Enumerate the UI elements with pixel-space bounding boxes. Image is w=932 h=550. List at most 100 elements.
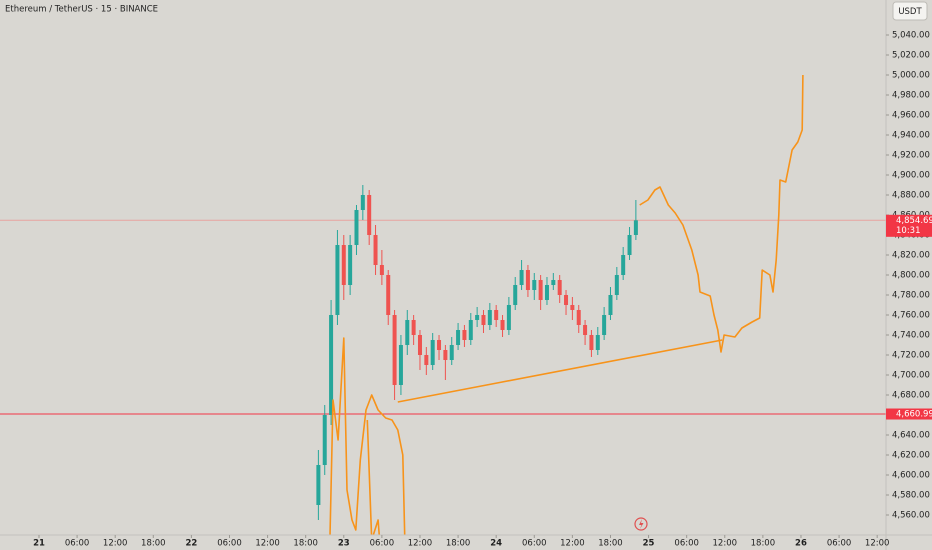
x-tick-label: 06:00 bbox=[827, 539, 852, 549]
x-tick-label: 18:00 bbox=[446, 539, 471, 549]
y-tick-label: 4,960.00 bbox=[892, 111, 930, 121]
x-tick-label: 18:00 bbox=[751, 539, 776, 549]
y-tick-label: 4,760.00 bbox=[892, 311, 930, 321]
x-tick-label: 12:00 bbox=[560, 539, 585, 549]
candle-body bbox=[430, 340, 435, 365]
y-tick-label: 4,820.00 bbox=[892, 251, 930, 261]
candle-body bbox=[544, 285, 549, 300]
drawing-line bbox=[366, 419, 381, 535]
candle-body bbox=[379, 265, 384, 275]
candle-body bbox=[437, 340, 442, 350]
y-tick-label: 5,000.00 bbox=[892, 71, 930, 81]
x-tick-label: 23 bbox=[338, 539, 350, 549]
x-tick-label: 18:00 bbox=[293, 539, 318, 549]
x-tick-label: 12:00 bbox=[865, 539, 890, 549]
y-tick-label: 4,880.00 bbox=[892, 191, 930, 201]
x-tick-label: 21 bbox=[33, 539, 45, 549]
candle-body bbox=[398, 345, 403, 385]
candle-body bbox=[341, 245, 346, 285]
candle-body bbox=[602, 315, 607, 335]
candle-body bbox=[367, 195, 372, 235]
candle-body bbox=[487, 310, 492, 325]
currency-label[interactable]: USDT bbox=[898, 7, 922, 17]
candle-body bbox=[525, 270, 530, 290]
x-tick-label: 18:00 bbox=[141, 539, 166, 549]
y-tick-label: 4,560.00 bbox=[892, 511, 930, 521]
y-tick-label: 4,600.00 bbox=[892, 471, 930, 481]
candle-body bbox=[633, 220, 638, 235]
candle-body bbox=[348, 245, 353, 285]
candle-body bbox=[519, 270, 524, 285]
y-tick-label: 4,980.00 bbox=[892, 91, 930, 101]
candle-body bbox=[500, 320, 505, 330]
x-tick-label: 12:00 bbox=[255, 539, 280, 549]
y-tick-label: 4,940.00 bbox=[892, 131, 930, 141]
candle-body bbox=[468, 320, 473, 340]
candle-body bbox=[405, 320, 410, 345]
x-tick-label: 06:00 bbox=[370, 539, 395, 549]
candle-body bbox=[354, 210, 359, 245]
price-label: 4,660.99 bbox=[896, 410, 932, 420]
flash-circle[interactable] bbox=[634, 517, 648, 531]
candle-body bbox=[449, 345, 454, 360]
currency-button[interactable] bbox=[892, 1, 928, 21]
candle-body bbox=[475, 315, 480, 320]
symbol-title: Ethereum / TetherUS · 15 · BINANCE bbox=[5, 5, 158, 15]
candle-body bbox=[576, 310, 581, 325]
y-tick-label: 4,800.00 bbox=[892, 271, 930, 281]
countdown-label: 10:31 bbox=[896, 226, 921, 236]
candle-body bbox=[557, 280, 562, 295]
candle-body bbox=[360, 195, 365, 210]
drawing-line bbox=[639, 74, 804, 353]
candle-body bbox=[564, 295, 569, 305]
candle-body bbox=[392, 315, 397, 385]
y-tick-label: 4,680.00 bbox=[892, 391, 930, 401]
candle-body bbox=[506, 305, 511, 330]
candle-body bbox=[386, 275, 391, 315]
flash-icon[interactable] bbox=[634, 517, 648, 531]
candle-body bbox=[614, 275, 619, 295]
candle-body bbox=[589, 335, 594, 350]
candle-body bbox=[513, 285, 518, 305]
y-tick-label: 5,040.00 bbox=[892, 31, 930, 41]
candle-body bbox=[595, 335, 600, 350]
price-label: 4,854.69 bbox=[896, 216, 932, 226]
y-tick-label: 4,720.00 bbox=[892, 351, 930, 361]
candle-body bbox=[462, 330, 467, 340]
candle-body bbox=[329, 315, 334, 415]
candle-body bbox=[335, 245, 340, 315]
x-tick-label: 12:00 bbox=[103, 539, 128, 549]
x-tick-label: 25 bbox=[643, 539, 655, 549]
candle-body bbox=[443, 350, 448, 360]
candle-body bbox=[424, 355, 429, 365]
candle-body bbox=[627, 235, 632, 255]
x-tick-label: 18:00 bbox=[598, 539, 623, 549]
plot-area bbox=[0, 74, 886, 535]
x-tick-label: 06:00 bbox=[217, 539, 242, 549]
y-tick-label: 5,020.00 bbox=[892, 51, 930, 61]
y-tick-label: 4,580.00 bbox=[892, 491, 930, 501]
candle-body bbox=[538, 280, 543, 300]
x-tick-label: 22 bbox=[185, 539, 197, 549]
candle-body bbox=[494, 310, 499, 320]
candle-body bbox=[417, 335, 422, 355]
price-label-box bbox=[886, 408, 932, 420]
candle-body bbox=[373, 235, 378, 265]
y-tick-label: 4,740.00 bbox=[892, 331, 930, 341]
y-tick-label: 4,620.00 bbox=[892, 451, 930, 461]
candle-body bbox=[551, 280, 556, 285]
drawing-line bbox=[397, 339, 723, 403]
candle-body bbox=[322, 415, 327, 465]
price-label-box bbox=[886, 214, 932, 237]
flash-bolt[interactable] bbox=[639, 519, 644, 529]
y-tick-label: 4,780.00 bbox=[892, 291, 930, 301]
x-tick-label: 06:00 bbox=[65, 539, 90, 549]
y-tick-label: 4,900.00 bbox=[892, 171, 930, 181]
candle-body bbox=[411, 320, 416, 335]
drawing-line bbox=[329, 337, 406, 535]
x-tick-label: 06:00 bbox=[674, 539, 699, 549]
x-tick-label: 12:00 bbox=[713, 539, 738, 549]
